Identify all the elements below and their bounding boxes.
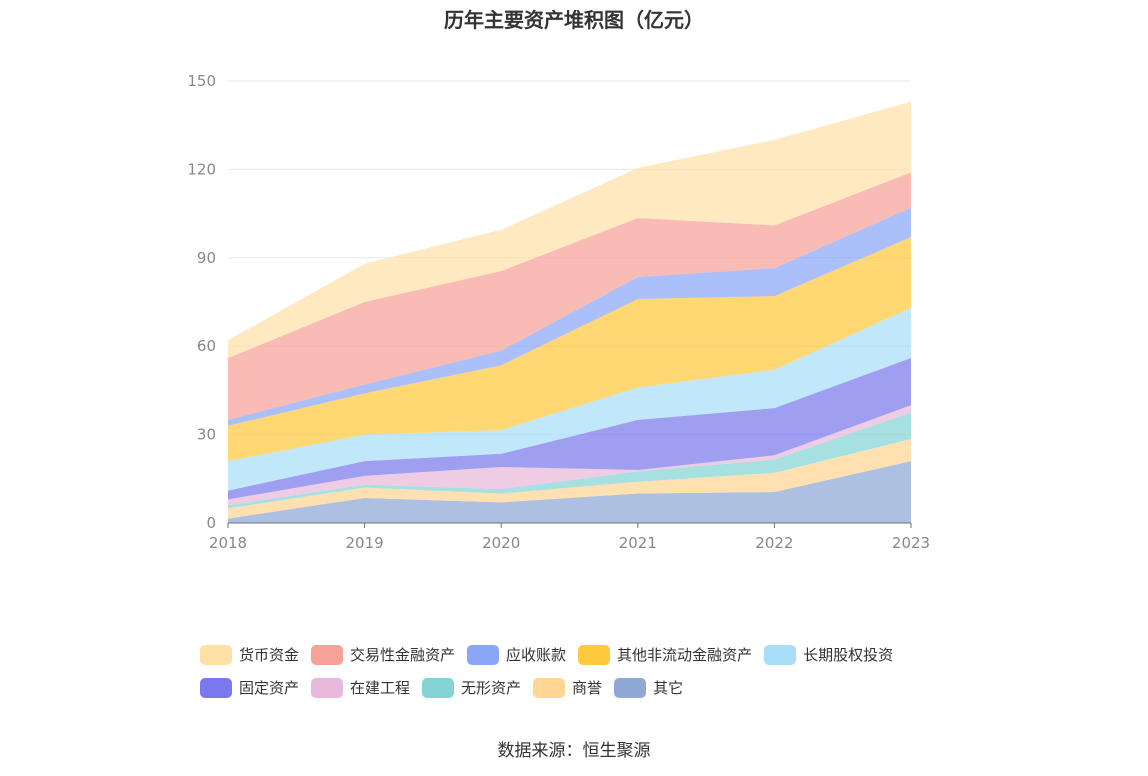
- x-tick-label: 2018: [209, 534, 247, 552]
- area-长期股权投资: [228, 307, 911, 491]
- legend-swatch: [311, 677, 344, 698]
- legend-swatch: [311, 644, 344, 665]
- legend-item[interactable]: 长期股权投资: [764, 644, 893, 665]
- area-其它: [228, 461, 911, 523]
- legend-label: 固定资产: [239, 679, 300, 697]
- legend-item[interactable]: 其它: [614, 677, 683, 698]
- legend-item[interactable]: 无形资产: [422, 677, 521, 698]
- legend-label: 长期股权投资: [803, 646, 894, 664]
- legend-swatch: [200, 677, 232, 698]
- legend-item[interactable]: 应收账款: [467, 644, 566, 665]
- legend-swatch: [764, 644, 797, 665]
- legend-swatch: [533, 677, 566, 698]
- y-tick-label: 150: [187, 72, 216, 90]
- legend-label: 其它: [653, 679, 684, 697]
- x-tick-label: 2021: [619, 534, 657, 552]
- legend-label: 交易性金融资产: [350, 646, 456, 664]
- legend-swatch: [200, 644, 232, 665]
- legend-item[interactable]: 交易性金融资产: [311, 644, 455, 665]
- legend-item[interactable]: 货币资金: [200, 644, 299, 665]
- legend-item[interactable]: 固定资产: [200, 677, 299, 698]
- area-交易性金融资产: [228, 172, 911, 420]
- axes: 0 30 60 90 120 150 2018 2019 2020 2021 2022 2023: [187, 72, 930, 552]
- x-tick-label: 2023: [892, 534, 930, 552]
- area-固定资产: [228, 357, 911, 500]
- area-货币资金: [228, 101, 911, 358]
- area-在建工程: [228, 405, 911, 506]
- legend-item[interactable]: 商誉: [533, 677, 602, 698]
- legend-row: 固定资产 在建工程 无形资产 商誉 其它: [200, 671, 960, 704]
- legend-swatch: [578, 644, 611, 665]
- stacked-area-chart: 0 30 60 90 120 150 2018 2019 2020 2021 2022 2023: [187, 72, 930, 552]
- y-tick-label: 90: [197, 249, 216, 267]
- x-tick-label: 2022: [755, 534, 793, 552]
- legend-swatch: [422, 677, 455, 698]
- y-tick-label: 30: [197, 426, 216, 444]
- legend-label: 货币资金: [239, 646, 300, 664]
- legend-item[interactable]: 在建工程: [311, 677, 410, 698]
- legend-row: 货币资金 交易性金融资产 应收账款 其他非流动金融资产 长期股权投资: [200, 638, 960, 671]
- data-source: 数据来源：恒生聚源: [497, 741, 651, 761]
- legend-item[interactable]: 其他非流动金融资产: [578, 644, 752, 665]
- x-tick-label: 2020: [482, 534, 520, 552]
- area-应收账款: [228, 207, 911, 426]
- legend-label: 商誉: [572, 679, 603, 697]
- legend-swatch: [467, 644, 500, 665]
- area-商誉: [228, 439, 911, 519]
- legend-label: 其他非流动金融资产: [617, 646, 753, 664]
- area-series: [228, 101, 911, 523]
- legend: 货币资金 交易性金融资产 应收账款 其他非流动金融资产 长期股权投资固定资产 在建工程 无形…: [200, 638, 960, 704]
- y-tick-label: 60: [197, 337, 216, 355]
- chart-title: 历年主要资产堆积图（亿元）: [444, 8, 704, 32]
- area-无形资产: [228, 412, 911, 509]
- area-其他非流动金融资产: [228, 237, 911, 462]
- legend-label: 应收账款: [506, 646, 567, 664]
- x-tick-label: 2019: [346, 534, 384, 552]
- y-tick-label: 120: [187, 160, 216, 178]
- legend-swatch: [614, 677, 647, 698]
- legend-label: 无形资产: [461, 679, 522, 697]
- y-tick-label: 0: [206, 514, 216, 532]
- legend-label: 在建工程: [350, 679, 411, 697]
